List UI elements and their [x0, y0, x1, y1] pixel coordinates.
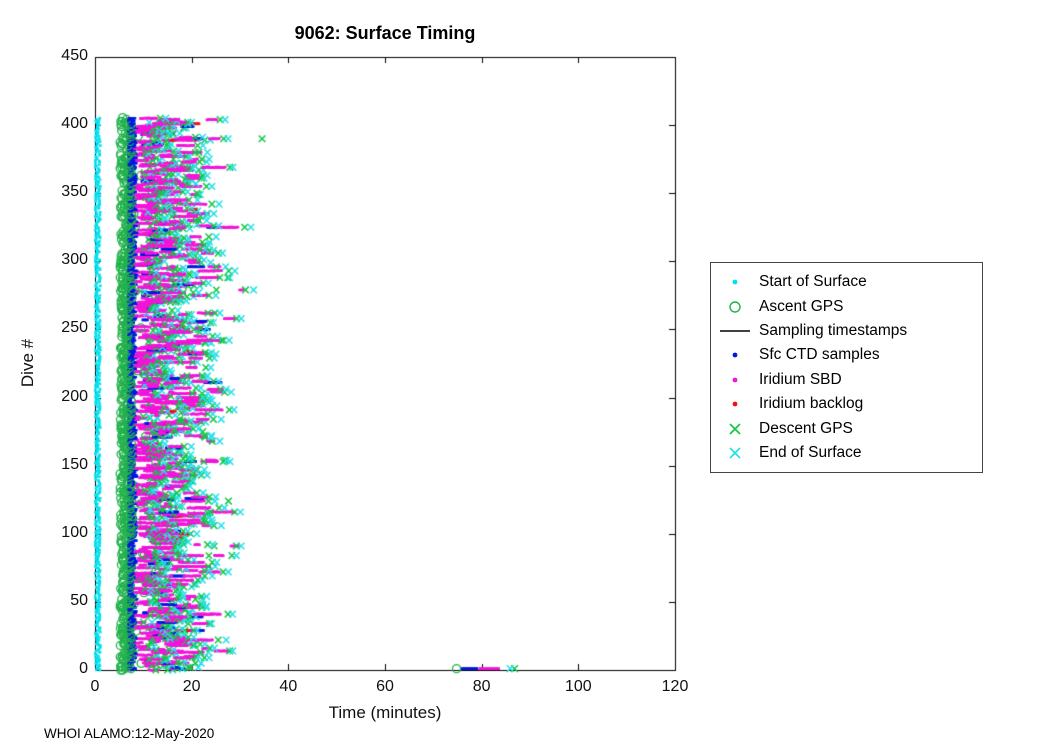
- sfc-ctd-samples-marker-icon: [711, 349, 759, 361]
- x-tick-label: 60: [376, 678, 394, 695]
- legend-label: Iridium SBD: [759, 370, 842, 388]
- y-tick-label: 50: [70, 591, 88, 609]
- descent-gps-marker-icon: [711, 422, 759, 436]
- legend-item-iridium-sbd: Iridium SBD: [711, 368, 982, 392]
- start-of-surface-marker-icon: [711, 276, 759, 288]
- sampling-timestamps-marker-icon: [711, 325, 759, 337]
- legend-item-end-of-surface: End of Surface: [711, 441, 982, 465]
- legend-label: Start of Surface: [759, 273, 867, 291]
- y-tick-label: 200: [61, 387, 88, 405]
- x-tick-label: 100: [564, 678, 592, 695]
- x-tick-label: 120: [661, 678, 689, 695]
- y-tick-label: 300: [61, 251, 88, 269]
- x-tick-label: 0: [90, 678, 100, 695]
- legend-item-descent-gps: Descent GPS: [711, 416, 982, 440]
- chart-title: 9062: Surface Timing: [294, 23, 476, 43]
- y-tick-label: 0: [79, 660, 88, 677]
- legend-label: Sfc CTD samples: [759, 346, 880, 364]
- legend-label: Iridium backlog: [759, 395, 864, 413]
- legend-label: Descent GPS: [759, 419, 853, 437]
- x-tick-label: 20: [182, 678, 201, 695]
- y-tick-label: 350: [61, 183, 88, 201]
- legend-item-sampling-timestamps: Sampling timestamps: [711, 319, 982, 343]
- x-tick-label: 40: [279, 678, 298, 695]
- legend: Start of Surface Ascent GPS Sampling times…: [710, 262, 983, 474]
- legend-label: Ascent GPS: [759, 297, 844, 315]
- y-tick-label: 250: [61, 319, 88, 337]
- y-tick-label: 450: [61, 47, 88, 64]
- end-of-surface-marker-icon: [711, 446, 759, 460]
- x-axis-label: Time (minutes): [328, 703, 442, 722]
- legend-item-start-of-surface: Start of Surface: [711, 270, 982, 294]
- y-tick-label: 150: [61, 455, 88, 473]
- y-tick-label: 100: [61, 523, 88, 541]
- legend-item-sfc-ctd-samples: Sfc CTD samples: [711, 343, 982, 367]
- iridium-sbd-marker-icon: [711, 374, 759, 386]
- legend-label: End of Surface: [759, 443, 862, 461]
- ascent-gps-marker-icon: [711, 300, 759, 314]
- footer-caption: WHOI ALAMO:12-May-2020: [44, 726, 215, 741]
- legend-item-ascent-gps: Ascent GPS: [711, 294, 982, 318]
- iridium-backlog-marker-icon: [711, 398, 759, 410]
- y-axis-label: Dive #: [18, 338, 37, 388]
- y-tick-label: 400: [61, 115, 88, 133]
- x-tick-label: 80: [472, 678, 491, 695]
- legend-item-iridium-backlog: Iridium backlog: [711, 392, 982, 416]
- legend-label: Sampling timestamps: [759, 321, 908, 339]
